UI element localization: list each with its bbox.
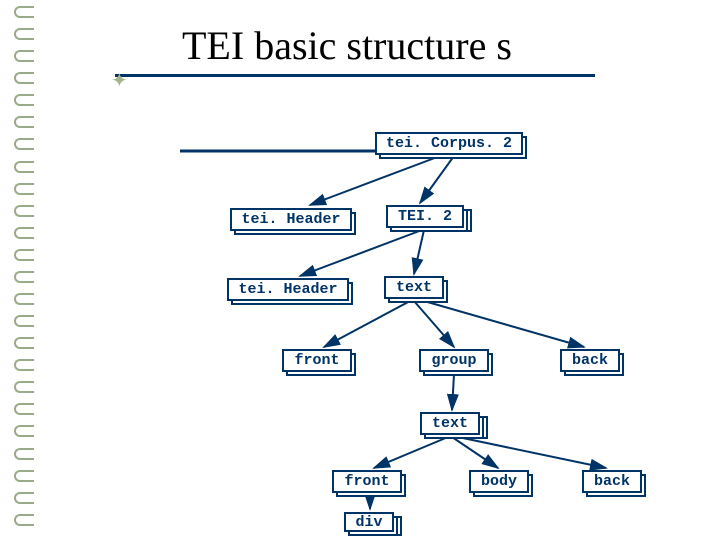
edge [458, 437, 606, 468]
node-text2: text [420, 412, 480, 435]
edge [452, 437, 498, 468]
node-tei2: TEI. 2 [386, 205, 464, 228]
node-teiHeader1: tei. Header [230, 208, 352, 231]
spiral-binding [14, 6, 36, 526]
node-body: body [469, 470, 529, 493]
edge [310, 156, 440, 205]
edge [374, 437, 448, 468]
node-label: tei. Header [230, 208, 352, 231]
edge [424, 301, 584, 347]
node-label: front [282, 349, 352, 372]
node-label: tei. Header [227, 278, 349, 301]
edge [324, 301, 410, 347]
edge [420, 156, 454, 203]
node-label: TEI. 2 [386, 205, 464, 228]
edge [452, 374, 454, 410]
node-div: div [344, 512, 394, 532]
node-teiCorpus: tei. Corpus. 2 [375, 132, 523, 155]
diagram-arrows [0, 0, 720, 540]
node-back2: back [582, 470, 642, 493]
node-front2: front [332, 470, 402, 493]
node-label: body [469, 470, 529, 493]
edge [414, 301, 454, 347]
node-label: div [344, 512, 394, 532]
node-label: text [384, 276, 444, 299]
page-title: TEI basic structure s [182, 22, 512, 69]
node-front1: front [282, 349, 352, 372]
edge [414, 230, 424, 274]
title-underline [115, 74, 595, 77]
node-group: group [419, 349, 489, 372]
node-text1: text [384, 276, 444, 299]
node-label: back [560, 349, 620, 372]
node-label: group [419, 349, 489, 372]
node-label: text [420, 412, 480, 435]
node-back1: back [560, 349, 620, 372]
star-bullet: ✦ [111, 68, 128, 93]
node-teiHeader2: tei. Header [227, 278, 349, 301]
node-label: tei. Corpus. 2 [375, 132, 523, 155]
node-label: back [582, 470, 642, 493]
node-label: front [332, 470, 402, 493]
edge [300, 230, 422, 276]
